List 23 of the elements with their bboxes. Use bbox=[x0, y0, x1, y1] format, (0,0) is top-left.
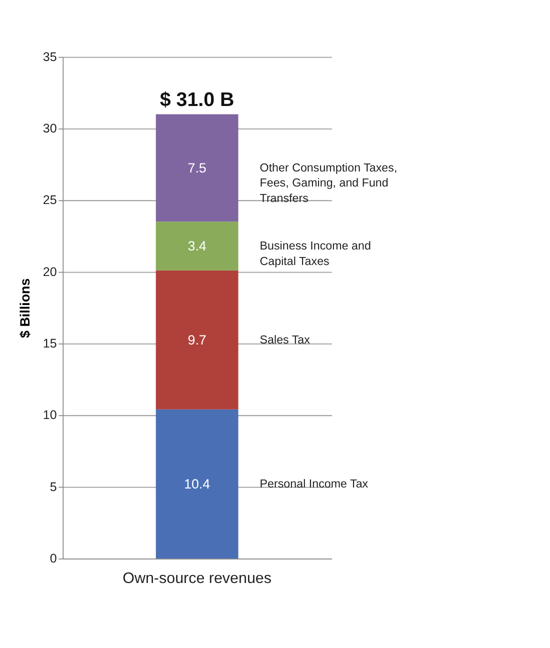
total-label: $ 31.0 B bbox=[160, 89, 234, 112]
bar bbox=[156, 270, 238, 410]
y-tick-label: 0 bbox=[50, 552, 57, 566]
data-label: 9.7 bbox=[188, 332, 206, 348]
y-tick-label: 15 bbox=[42, 336, 57, 351]
bar bbox=[156, 114, 238, 222]
series-label: Sales Tax bbox=[260, 334, 310, 347]
x-tick-label: Own-source revenues bbox=[122, 570, 272, 588]
series-label: Personal Income Tax bbox=[260, 478, 368, 491]
y-tick-label: 5 bbox=[50, 480, 57, 494]
y-tick-label: 20 bbox=[42, 264, 57, 279]
series-label: Business Income and Capital Taxes bbox=[260, 240, 371, 268]
y-tick-label: 30 bbox=[42, 122, 57, 136]
data-label: 7.5 bbox=[188, 160, 206, 176]
y-axis-title: $ Billions bbox=[17, 278, 32, 338]
y-tick-label: 35 bbox=[42, 50, 57, 64]
series-label: Other Consumption Taxes, Fees, Gaming, and Fund Transfers bbox=[260, 162, 398, 205]
y-tick-label: 10 bbox=[42, 408, 57, 422]
bar bbox=[156, 222, 238, 270]
data-label: 3.4 bbox=[188, 238, 207, 254]
y-tick-label: 25 bbox=[42, 193, 57, 208]
data-label: 10.4 bbox=[184, 476, 211, 492]
bar bbox=[156, 409, 238, 558]
